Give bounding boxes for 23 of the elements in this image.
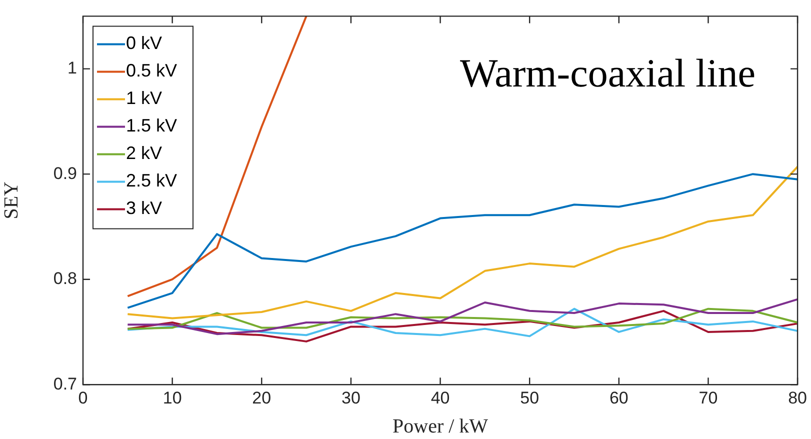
legend-label: 0 kV: [126, 33, 162, 54]
legend-label: 0.5 kV: [126, 60, 178, 81]
y-tick-label: 0.8: [53, 269, 77, 288]
y-tick-label: 1: [68, 58, 77, 78]
x-tick-label: 60: [609, 388, 628, 408]
x-tick-label: 50: [520, 388, 540, 408]
x-axis-title: Power / kW: [392, 415, 488, 438]
y-axis-title: SEY: [0, 182, 22, 220]
annotation: Warm-coaxial line: [460, 50, 756, 96]
legend-label: 2.5 kV: [126, 170, 178, 191]
x-tick-label: 70: [698, 388, 718, 408]
x-tick-label: 10: [162, 388, 182, 408]
legend-label: 1 kV: [126, 88, 162, 108]
legend-label: 3 kV: [126, 198, 162, 218]
legend-label: 1.5 kV: [126, 116, 178, 136]
x-tick-label: 80: [788, 388, 808, 408]
y-tick-label: 0.9: [53, 164, 77, 183]
x-tick-label: 0: [78, 388, 88, 408]
x-tick-label: 30: [341, 388, 360, 408]
x-tick-label: 20: [252, 388, 272, 408]
legend-label: 2 kV: [126, 143, 162, 164]
y-tick-label: 0.7: [53, 374, 77, 394]
x-tick-label: 40: [430, 388, 450, 408]
